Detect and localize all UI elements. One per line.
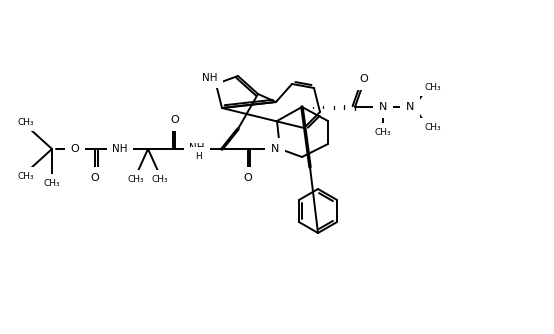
Text: NH: NH bbox=[189, 143, 205, 153]
Text: NH: NH bbox=[112, 144, 128, 154]
Text: N: N bbox=[271, 144, 279, 154]
Text: NH: NH bbox=[202, 73, 218, 83]
Text: CH₃: CH₃ bbox=[18, 118, 34, 127]
Text: CH₃: CH₃ bbox=[425, 82, 442, 92]
Text: O: O bbox=[244, 173, 253, 183]
Text: CH₃: CH₃ bbox=[18, 171, 34, 180]
Text: N: N bbox=[379, 102, 387, 112]
Text: H: H bbox=[194, 152, 201, 161]
Text: O: O bbox=[91, 173, 99, 183]
Text: CH₃: CH₃ bbox=[375, 128, 391, 137]
Text: CH₃: CH₃ bbox=[44, 178, 60, 187]
Text: O: O bbox=[70, 144, 79, 154]
Text: O: O bbox=[171, 115, 179, 125]
Text: CH₃: CH₃ bbox=[425, 123, 442, 132]
Text: N: N bbox=[406, 102, 414, 112]
Text: O: O bbox=[360, 74, 368, 84]
Text: CH₃: CH₃ bbox=[127, 174, 144, 183]
Text: CH₃: CH₃ bbox=[152, 174, 168, 183]
